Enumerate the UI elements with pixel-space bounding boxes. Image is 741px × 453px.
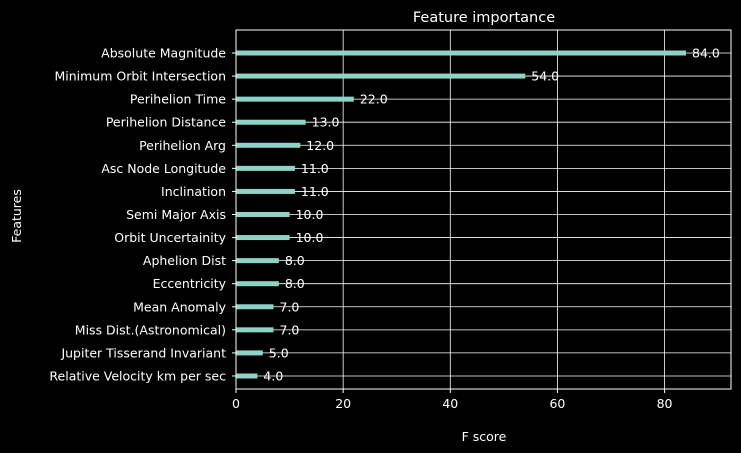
x-tick-label: 80	[657, 396, 673, 411]
y-tick-label: Absolute Magnitude	[101, 46, 226, 61]
y-ticks: Absolute Magnitude Minimum Orbit Intersec…	[49, 46, 236, 383]
y-tick-label: Perihelion Time	[130, 92, 226, 107]
y-axis-label: Features	[9, 189, 24, 243]
bars	[236, 50, 686, 379]
bar-value-label: 11.0	[301, 161, 329, 176]
bar-value-label: 8.0	[285, 276, 305, 291]
bar-value-label: 4.0	[263, 368, 283, 383]
y-tick-label: Orbit Uncertainity	[114, 230, 226, 245]
chart-title: Feature importance	[413, 10, 555, 26]
bar	[236, 119, 306, 125]
x-ticks: 0 20 40 60 80	[232, 389, 673, 411]
y-tick-label: Perihelion Distance	[106, 115, 226, 130]
y-tick-label: Jupiter Tisserand Invariant	[60, 345, 226, 360]
y-tick-label: Miss Dist.(Astronomical)	[75, 322, 226, 337]
bar-value-label: 54.0	[531, 69, 559, 84]
bar	[236, 211, 290, 217]
bar	[236, 142, 301, 148]
x-tick-label: 0	[232, 396, 240, 411]
bar	[236, 235, 290, 241]
bar-value-label: 10.0	[296, 230, 324, 245]
y-tick-label: Aphelion Dist	[143, 253, 226, 268]
bar-value-label: 10.0	[296, 207, 324, 222]
y-tick-label: Perihelion Arg	[139, 138, 226, 153]
bar-value-label: 7.0	[280, 299, 300, 314]
y-tick-label: Semi Major Axis	[126, 207, 226, 222]
y-tick-label: Asc Node Longitude	[101, 161, 226, 176]
data-labels: 84.0 54.0 22.0 13.0 12.0 11.0 11.0 10.0 10.0 8.0 8…	[263, 46, 719, 384]
bar-value-label: 84.0	[692, 46, 720, 61]
bar	[236, 327, 274, 333]
bar-value-label: 7.0	[280, 322, 300, 337]
bar-value-label: 22.0	[360, 92, 388, 107]
bar-value-label: 5.0	[269, 345, 289, 360]
y-tick-label: Mean Anomaly	[133, 299, 226, 314]
x-tick-label: 20	[335, 396, 351, 411]
bar	[236, 304, 274, 310]
bar	[236, 50, 686, 56]
x-tick-label: 40	[442, 396, 458, 411]
x-tick-label: 60	[549, 396, 565, 411]
bar	[236, 165, 295, 171]
y-tick-label: Relative Velocity km per sec	[49, 368, 226, 383]
x-axis-label: F score	[462, 429, 507, 444]
bar-value-label: 8.0	[285, 253, 305, 268]
axes-frame	[235, 29, 732, 390]
bar	[236, 281, 279, 287]
y-tick-label: Minimum Orbit Intersection	[54, 69, 226, 84]
bar	[236, 73, 526, 79]
y-tick-label: Inclination	[161, 184, 226, 199]
y-tick-label: Eccentricity	[153, 276, 227, 291]
bar	[236, 258, 279, 264]
bar	[236, 188, 295, 194]
bar-value-label: 13.0	[312, 115, 340, 130]
bar-value-label: 11.0	[301, 184, 329, 199]
bar	[236, 373, 258, 379]
bar	[236, 96, 354, 102]
bar	[236, 350, 263, 356]
bar-value-label: 12.0	[306, 138, 334, 153]
